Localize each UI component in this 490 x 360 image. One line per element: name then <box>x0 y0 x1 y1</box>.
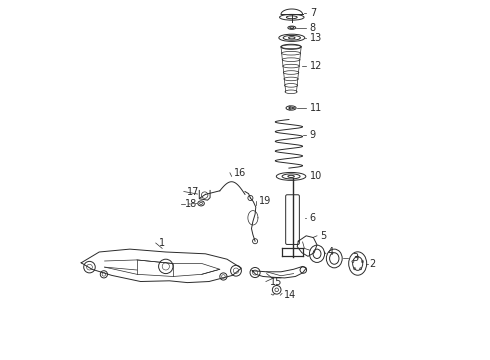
Text: 16: 16 <box>233 168 245 178</box>
Text: 9: 9 <box>310 130 316 140</box>
Text: 14: 14 <box>284 290 296 300</box>
Text: 5: 5 <box>320 231 327 241</box>
Text: 18: 18 <box>185 199 197 209</box>
Text: 12: 12 <box>310 60 322 71</box>
Text: 15: 15 <box>270 276 282 287</box>
Text: 10: 10 <box>310 171 322 181</box>
Text: 7: 7 <box>310 8 316 18</box>
Text: 6: 6 <box>310 213 316 223</box>
Text: 13: 13 <box>310 33 322 43</box>
Text: 19: 19 <box>259 195 271 206</box>
Text: 1: 1 <box>159 238 166 248</box>
Text: 3: 3 <box>352 253 358 264</box>
Text: 8: 8 <box>310 23 316 33</box>
Text: 4: 4 <box>328 247 334 257</box>
Text: 11: 11 <box>310 103 322 113</box>
Text: 2: 2 <box>369 258 375 269</box>
Text: 17: 17 <box>187 186 200 197</box>
